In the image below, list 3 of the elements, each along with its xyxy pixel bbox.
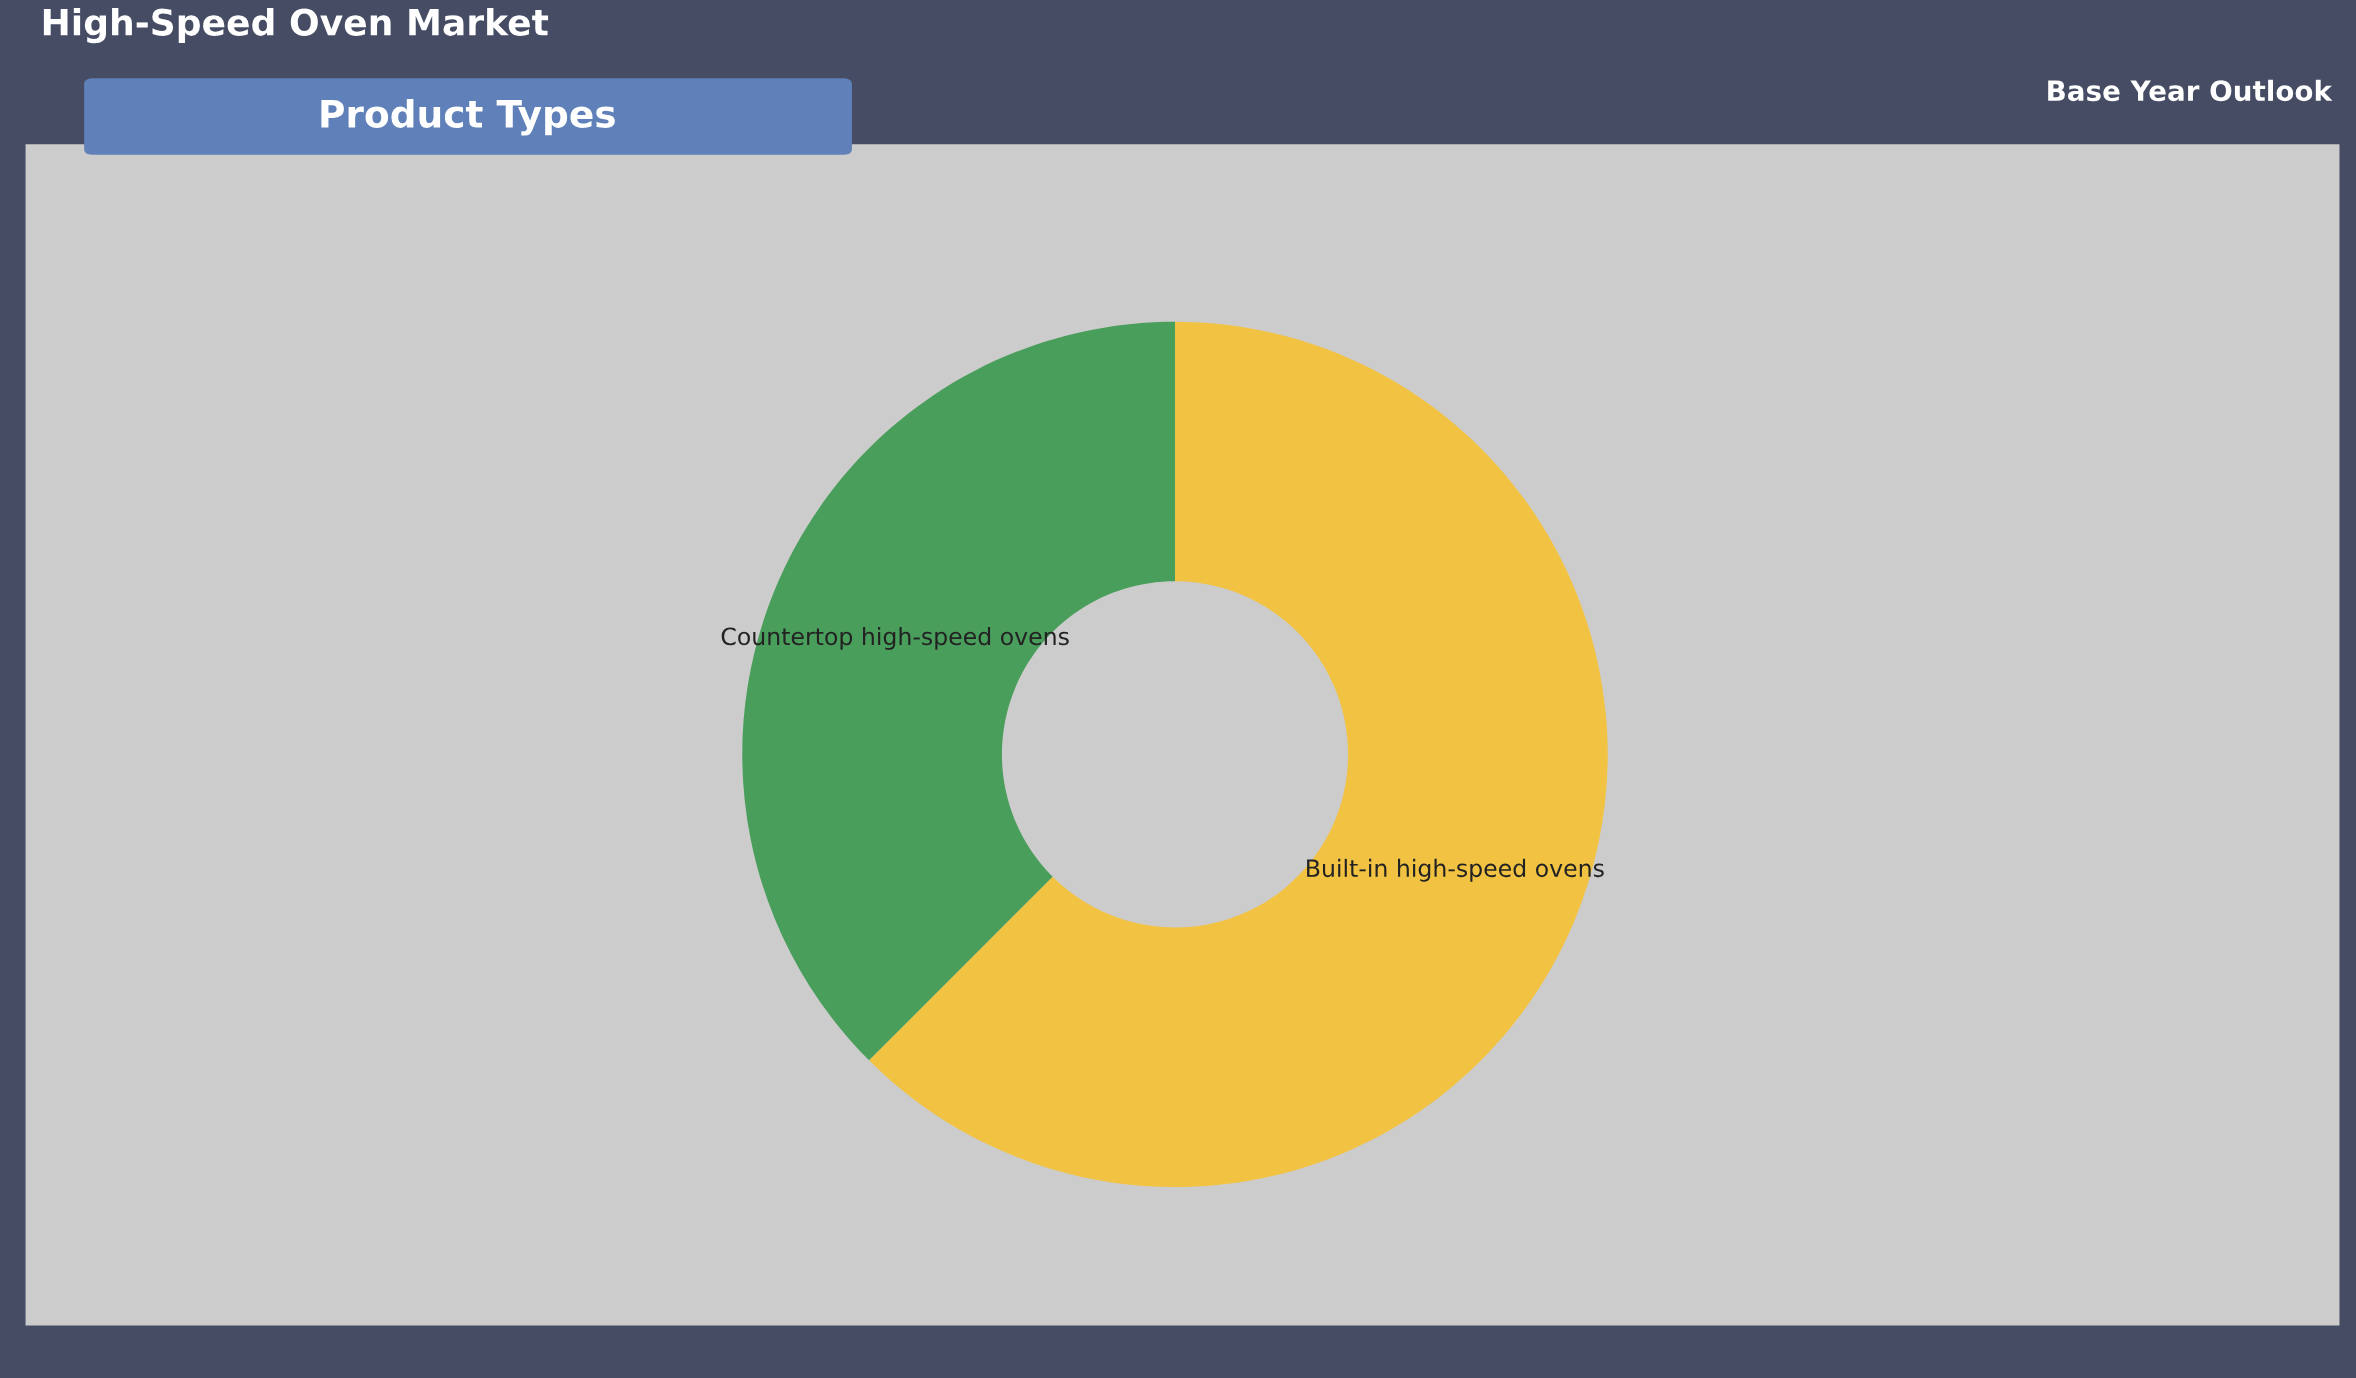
- text: Base Year Outlook: [2048, 79, 2333, 102]
- text: High-Speed Oven Market: [43, 7, 549, 44]
- chart-subtitle: Product Types: [321, 98, 615, 136]
